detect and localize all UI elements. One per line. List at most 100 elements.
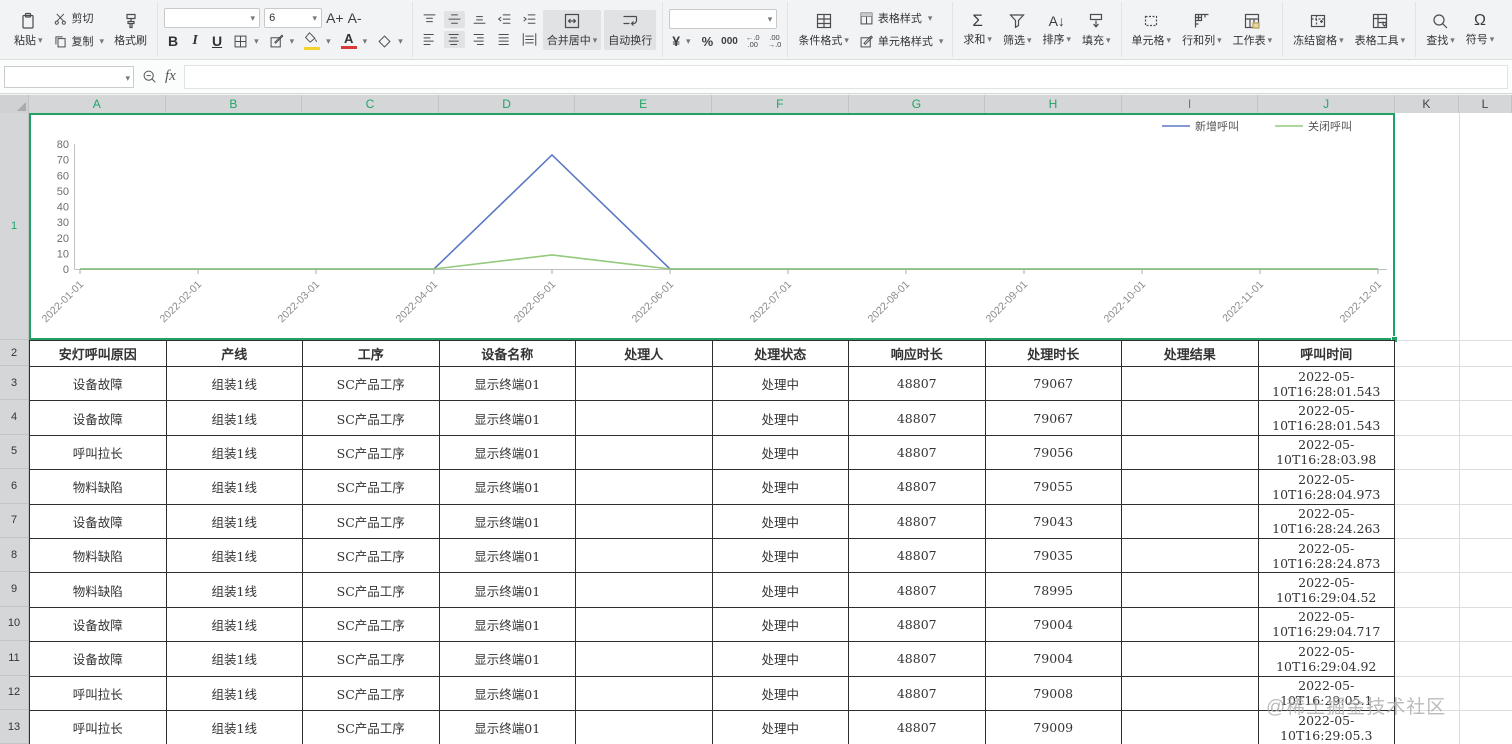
row-header-12[interactable]: 12 [0,675,29,710]
table-cell[interactable]: 处理中 [711,434,849,471]
rows-columns-button[interactable]: 行和列 [1178,10,1226,50]
table-cell[interactable]: 呼叫拉长 [29,675,167,711]
table-cell[interactable]: 79004 [984,606,1122,643]
wrap-text-button[interactable]: 自动换行 [604,9,657,50]
number-format-combo[interactable] [669,9,778,29]
cells-button[interactable]: 单元格 [1128,10,1176,50]
table-cell[interactable]: 2022-05- 10T16:29:04.92 [1257,641,1395,677]
table-cell[interactable]: 48807 [848,572,986,608]
table-cell[interactable]: 显示终端01 [438,641,576,677]
table-cell[interactable]: 48807 [848,641,986,677]
table-cell[interactable]: 组装1线 [165,572,303,608]
column-header-A[interactable]: A [29,95,166,113]
table-cell[interactable] [1121,709,1259,744]
distribute-button[interactable] [519,31,540,48]
table-cell[interactable]: 物料缺陷 [29,572,167,608]
column-header-L[interactable]: L [1458,95,1512,113]
currency-button[interactable]: ¥ [669,32,693,50]
table-cell[interactable]: SC产品工序 [302,537,440,574]
table-cell[interactable]: 组装1线 [165,503,303,539]
table-cell[interactable] [1121,641,1259,677]
percent-button[interactable]: % [701,33,714,49]
font-color-button[interactable]: A [338,32,371,50]
table-cell[interactable]: 78995 [984,572,1122,608]
table-cell[interactable]: 2022-05- 10T16:28:01.543 [1257,400,1395,436]
table-cell[interactable]: 显示终端01 [438,537,576,574]
conditional-format-button[interactable]: 条件格式 [794,10,853,50]
table-cell[interactable] [575,400,713,436]
table-cell[interactable]: 组装1线 [165,469,303,505]
column-header-I[interactable]: I [1121,95,1259,113]
table-cell[interactable]: 2022-05- 10T16:29:04.52 [1257,572,1395,608]
table-cell[interactable]: 2022-05- 10T16:28:04.973 [1257,469,1395,505]
table-cell[interactable]: 设备故障 [29,400,167,436]
table-cell[interactable]: 48807 [848,606,986,643]
table-header-cell[interactable]: 安灯呼叫原因 [29,340,167,367]
zoom-formula-icon[interactable] [142,69,157,84]
table-cell[interactable]: 48807 [848,469,986,505]
table-cell[interactable] [1121,675,1259,711]
table-cell[interactable]: 显示终端01 [438,709,576,744]
table-header-cell[interactable]: 处理状态 [711,340,849,367]
table-cell[interactable]: 处理中 [711,469,849,505]
table-tools-button[interactable]: 表格工具 [1351,10,1410,50]
justify-button[interactable] [494,31,515,48]
table-header-cell[interactable]: 呼叫时间 [1257,340,1395,367]
column-header-H[interactable]: H [985,95,1122,113]
table-cell[interactable]: 显示终端01 [438,365,576,402]
table-cell[interactable]: 组装1线 [165,606,303,643]
worksheet-button[interactable]: 工作表 [1229,10,1277,50]
column-header-E[interactable]: E [575,95,712,113]
cell-style-button[interactable]: 单元格样式 [856,32,947,50]
decrease-indent-button[interactable] [494,11,515,28]
row-header-13[interactable]: 13 [0,709,29,744]
row-header-11[interactable]: 11 [0,641,29,676]
table-header-cell[interactable]: 产线 [165,340,303,367]
decrease-decimal-button[interactable]: .00 →.0 [767,33,782,49]
row-header-7[interactable]: 7 [0,503,29,538]
align-center-button[interactable] [443,31,465,48]
font-name-combo[interactable] [164,8,261,28]
table-cell[interactable] [575,641,713,677]
align-left-button[interactable] [419,31,440,48]
table-cell[interactable] [575,469,713,505]
table-cell[interactable] [1121,434,1259,471]
table-cell[interactable] [575,365,713,402]
column-header-F[interactable]: F [711,95,849,113]
table-cell[interactable]: 2022-05- 10T16:28:24.263 [1257,503,1395,539]
row-header-5[interactable]: 5 [0,434,29,470]
eraser-button[interactable] [374,33,406,50]
table-cell[interactable]: 显示终端01 [438,675,576,711]
table-cell[interactable]: 设备故障 [29,606,167,643]
row-header-3[interactable]: 3 [0,366,29,401]
column-header-K[interactable]: K [1394,95,1459,113]
valign-middle-button[interactable] [443,11,465,28]
row-header-9[interactable]: 9 [0,572,29,607]
table-header-cell[interactable]: 处理结果 [1121,340,1259,367]
find-button[interactable]: 查找 [1422,10,1459,50]
table-cell[interactable]: 显示终端01 [438,434,576,471]
table-cell[interactable]: 处理中 [711,503,849,539]
borders-button[interactable] [230,33,262,50]
increase-decimal-button[interactable]: ←.0 .00 [745,33,760,49]
format-painter-button[interactable]: 格式刷 [110,10,151,50]
row-header-1[interactable]: 1 [0,113,29,340]
table-cell[interactable]: 呼叫拉长 [29,709,167,744]
table-cell[interactable]: 48807 [848,365,986,402]
sum-button[interactable]: Σ 求和 [959,11,996,49]
table-cell[interactable]: 处理中 [711,400,849,436]
formula-input[interactable] [183,64,1508,89]
table-cell[interactable]: SC产品工序 [302,365,440,402]
select-all-corner[interactable] [0,95,29,113]
table-cell[interactable]: 79067 [984,365,1122,402]
table-cell[interactable]: 48807 [848,434,986,471]
table-cell[interactable]: SC产品工序 [302,400,440,436]
table-header-cell[interactable]: 工序 [302,340,440,367]
thousands-button[interactable]: 000 [721,35,738,47]
table-cell[interactable]: SC产品工序 [302,572,440,608]
column-header-J[interactable]: J [1258,95,1395,113]
draw-border-button[interactable] [266,33,298,50]
column-header-G[interactable]: G [848,95,986,113]
table-cell[interactable] [1121,537,1259,574]
table-cell[interactable]: 48807 [848,709,986,744]
